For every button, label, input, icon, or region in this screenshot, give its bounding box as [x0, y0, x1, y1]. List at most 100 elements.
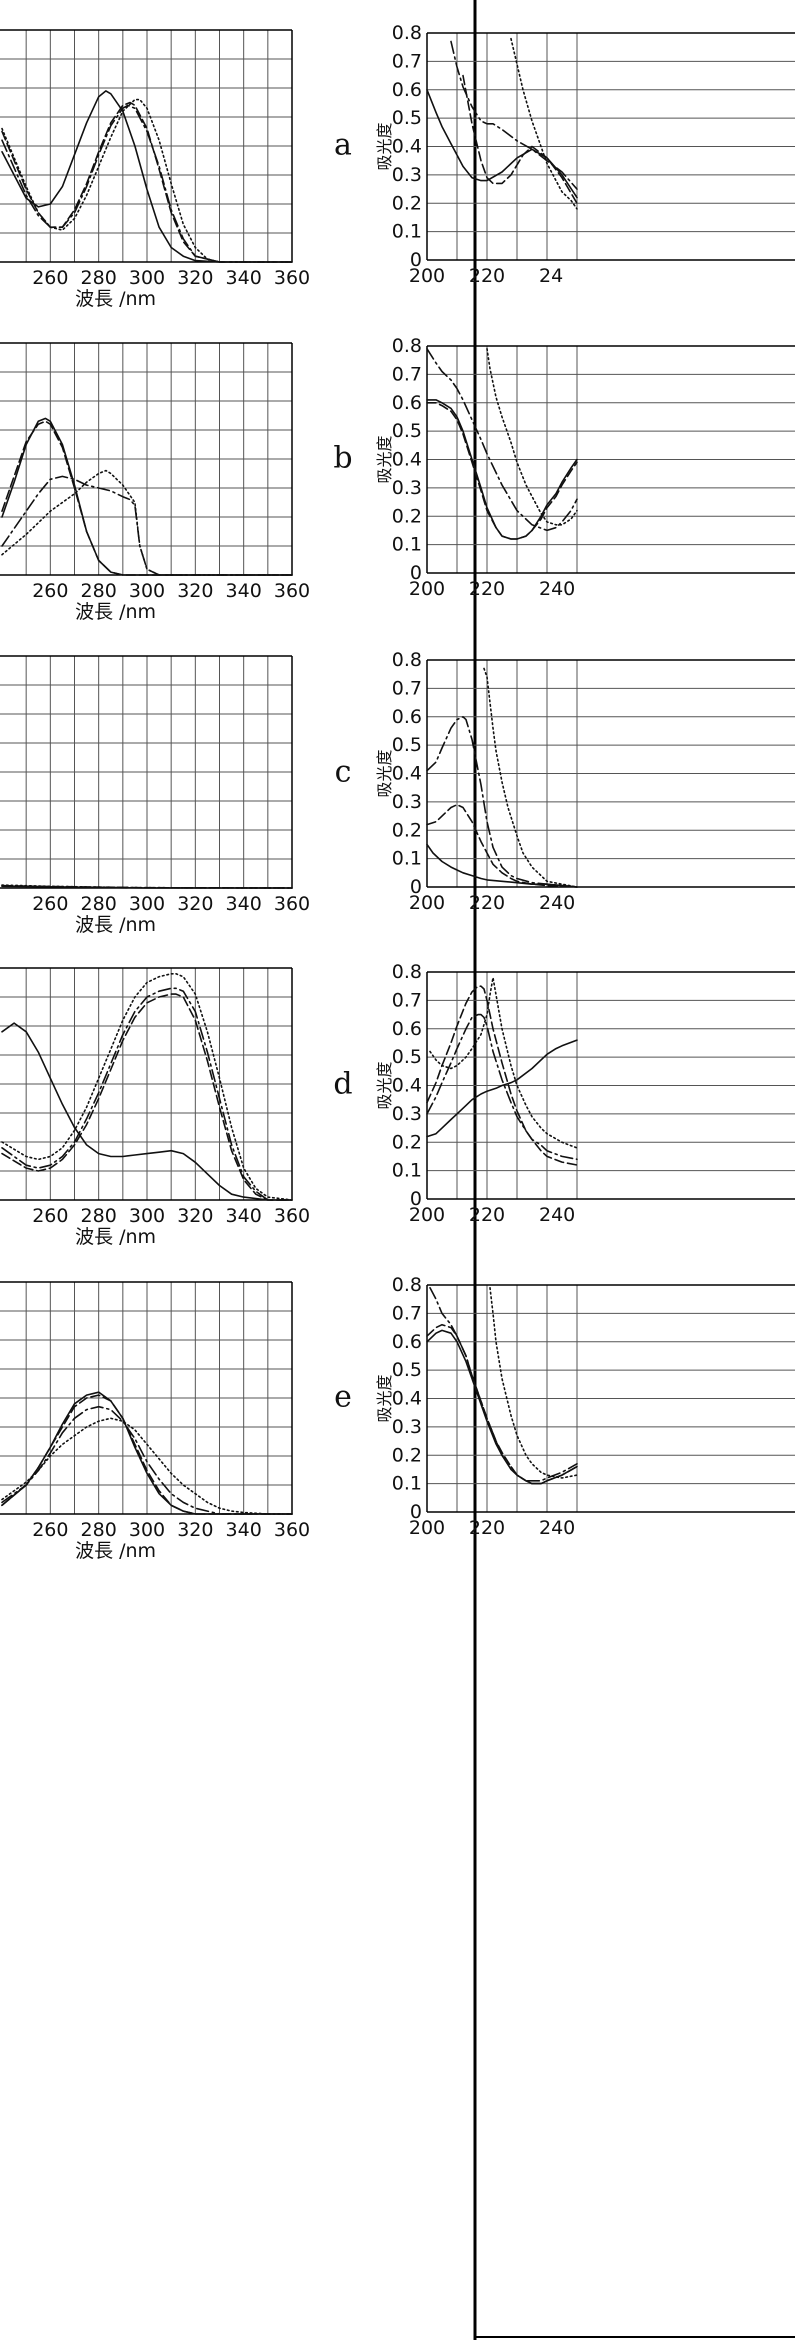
y-tick-label: 0.3	[392, 1103, 422, 1125]
y-tick-label: 0.7	[392, 363, 422, 385]
y-tick-label: 0.7	[392, 50, 422, 72]
x-tick-label: 260	[32, 267, 68, 289]
x-tick-label: 320	[177, 267, 213, 289]
chart-panel-2: 260 280 300 320 340 360 波長 /nm	[0, 655, 310, 936]
x-tick-label: 260	[32, 1205, 68, 1227]
y-tick-label: 0.5	[392, 107, 422, 129]
x-tick-label: 200	[409, 265, 445, 287]
series-line-dotted	[1, 884, 293, 889]
x-axis-title: 波長 /nm	[75, 601, 156, 623]
x-tick-label: 360	[274, 267, 310, 289]
x-tick-label: 220	[469, 892, 505, 914]
x-tick-label: 200	[409, 1204, 445, 1226]
panel-letter: b	[333, 441, 352, 476]
y-tick-label: 0.4	[392, 136, 422, 158]
x-tick-label: 200	[409, 578, 445, 600]
panel-letter: d	[333, 1067, 352, 1102]
y-tick-label: 0	[410, 249, 422, 271]
x-tick-label: 280	[81, 580, 117, 602]
x-tick-label: 340	[226, 1205, 262, 1227]
x-tick-label: 300	[129, 893, 165, 915]
series-line-dotted	[486, 347, 578, 526]
y-axis-title: 吸光度	[375, 122, 394, 170]
x-tick-label: 280	[81, 1205, 117, 1227]
y-tick-label: 0.6	[392, 1331, 422, 1353]
y-tick-label: 0.7	[392, 677, 422, 699]
x-tick-label: 280	[81, 1519, 117, 1541]
x-tick-label: 340	[226, 580, 262, 602]
y-tick-label: 0.5	[392, 1046, 422, 1068]
series-line-dashdot	[1, 104, 293, 263]
y-tick-label: 0.6	[392, 79, 422, 101]
y-tick-label: 0	[410, 876, 422, 898]
x-tick-label: 300	[129, 1519, 165, 1541]
y-tick-label: 0.3	[392, 1416, 422, 1438]
y-tick-label: 0.7	[392, 1302, 422, 1324]
series-line-dashdot	[450, 40, 578, 190]
y-tick-label: 0.2	[392, 819, 422, 841]
y-tick-label: 0.4	[392, 763, 422, 785]
x-tick-label: 220	[469, 1204, 505, 1226]
x-tick-label: 360	[274, 580, 310, 602]
x-tick-label: 280	[81, 267, 117, 289]
x-tick-label: 220	[469, 265, 505, 287]
series-line-solid	[1, 1022, 293, 1201]
series-line-dotted	[1, 972, 293, 1201]
y-tick-label: 0	[410, 1188, 422, 1210]
x-tick-label: 260	[32, 1519, 68, 1541]
panel-letter: e	[334, 1380, 352, 1415]
x-tick-label: 260	[32, 580, 68, 602]
x-tick-label: 320	[177, 580, 213, 602]
x-tick-label: 240	[539, 1517, 575, 1539]
series-line-dotted	[1, 1417, 293, 1515]
y-tick-label: 0.2	[392, 505, 422, 527]
series-line-dashdot	[426, 347, 578, 532]
series-line-dashed	[1, 1394, 293, 1515]
x-axis-title: 波長 /nm	[75, 1540, 156, 1562]
y-tick-label: 0.1	[392, 1160, 422, 1182]
y-tick-label: 0.6	[392, 1018, 422, 1040]
x-tick-label: 240	[539, 578, 575, 600]
y-tick-label: 0.3	[392, 791, 422, 813]
x-axis-title: 波長 /nm	[75, 1226, 156, 1248]
y-tick-label: 0.6	[392, 392, 422, 414]
y-tick-label: 0	[410, 1501, 422, 1523]
chart-panel-6: 200 220 240 0 0.1 0.2 0.3 0.4 0.5 0.6 0.7 0.8 吸光度 b	[333, 335, 795, 600]
y-axis-title: 吸光度	[375, 435, 394, 483]
series-line-dotted	[489, 1287, 578, 1479]
y-tick-label: 0.4	[392, 449, 422, 471]
x-tick-label: 320	[177, 893, 213, 915]
chart-panel-3: 260 280 300 320 340 360 波長 /nm	[0, 967, 310, 1248]
y-tick-label: 0	[410, 562, 422, 584]
y-tick-label: 0.5	[392, 420, 422, 442]
panels: 260 280 300 320 340 360 波長 /nm 260 280 300 320 340 3…	[0, 22, 795, 1562]
y-tick-label: 0.4	[392, 1075, 422, 1097]
series-line-dashed	[426, 401, 578, 540]
x-axis-title: 波長 /nm	[75, 288, 156, 310]
series-line-dotted	[483, 667, 578, 888]
x-tick-label: 320	[177, 1519, 213, 1541]
y-axis-title: 吸光度	[375, 1374, 394, 1422]
x-tick-label: 280	[81, 893, 117, 915]
x-tick-label: 220	[469, 1517, 505, 1539]
y-tick-label: 0.8	[392, 335, 422, 357]
series-line-dashed	[1, 420, 293, 576]
chart-panel-7: 200 220 240 0 0.1 0.2 0.3 0.4 0.5 0.6 0.7 0.8 吸光度 c	[335, 649, 795, 914]
x-tick-label: 300	[129, 580, 165, 602]
series-line-dashdot	[1, 1405, 293, 1515]
x-tick-label: 360	[274, 1205, 310, 1227]
y-tick-label: 0.1	[392, 1473, 422, 1495]
series-line-dashed	[1, 993, 293, 1201]
y-tick-label: 0.1	[392, 534, 422, 556]
y-tick-label: 0.2	[392, 1444, 422, 1466]
x-tick-label: 360	[274, 1519, 310, 1541]
series-line-dotted	[510, 37, 578, 210]
x-tick-label: 320	[177, 1205, 213, 1227]
x-tick-label: 220	[469, 578, 505, 600]
series-line-dotted	[429, 976, 578, 1149]
x-tick-label: 200	[409, 1517, 445, 1539]
series-line-solid	[1, 90, 293, 263]
y-tick-label: 0.8	[392, 22, 422, 44]
y-tick-label: 0.2	[392, 192, 422, 214]
